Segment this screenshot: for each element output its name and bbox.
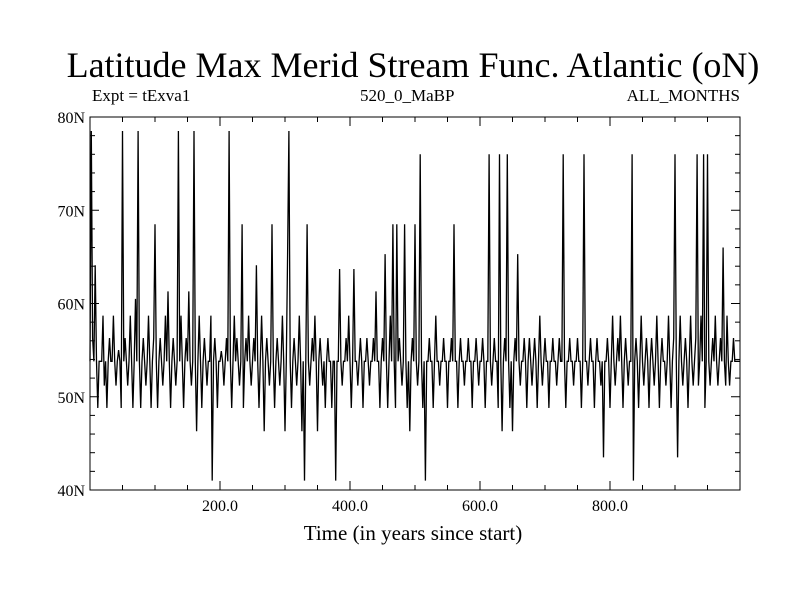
y-tick-label: 60N	[57, 297, 85, 314]
x-tick-label: 200.0	[202, 498, 238, 515]
axis-ticks	[90, 117, 740, 490]
axis-tick-labels: 200.0 400.0 600.0 800.0 40N 50N 60N 70N 80N	[57, 110, 628, 515]
y-tick-label: 80N	[57, 110, 85, 127]
months-label: ALL_MONTHS	[626, 86, 740, 105]
period-label: 520_0_MaBP	[360, 86, 455, 105]
y-tick-label: 50N	[57, 390, 85, 407]
x-tick-label: 800.0	[592, 498, 628, 515]
plot-frame	[89, 116, 741, 491]
series-line	[89, 130, 740, 481]
x-tick-label: 400.0	[332, 498, 368, 515]
x-tick-label: 600.0	[462, 498, 498, 515]
x-axis-label: Time (in years since start)	[303, 521, 523, 545]
experiment-label: Expt = tExva1	[92, 86, 191, 105]
y-tick-label: 70N	[57, 203, 85, 220]
chart-title: Latitude Max Merid Stream Func. Atlantic…	[66, 45, 760, 85]
y-tick-label: 40N	[57, 483, 85, 500]
